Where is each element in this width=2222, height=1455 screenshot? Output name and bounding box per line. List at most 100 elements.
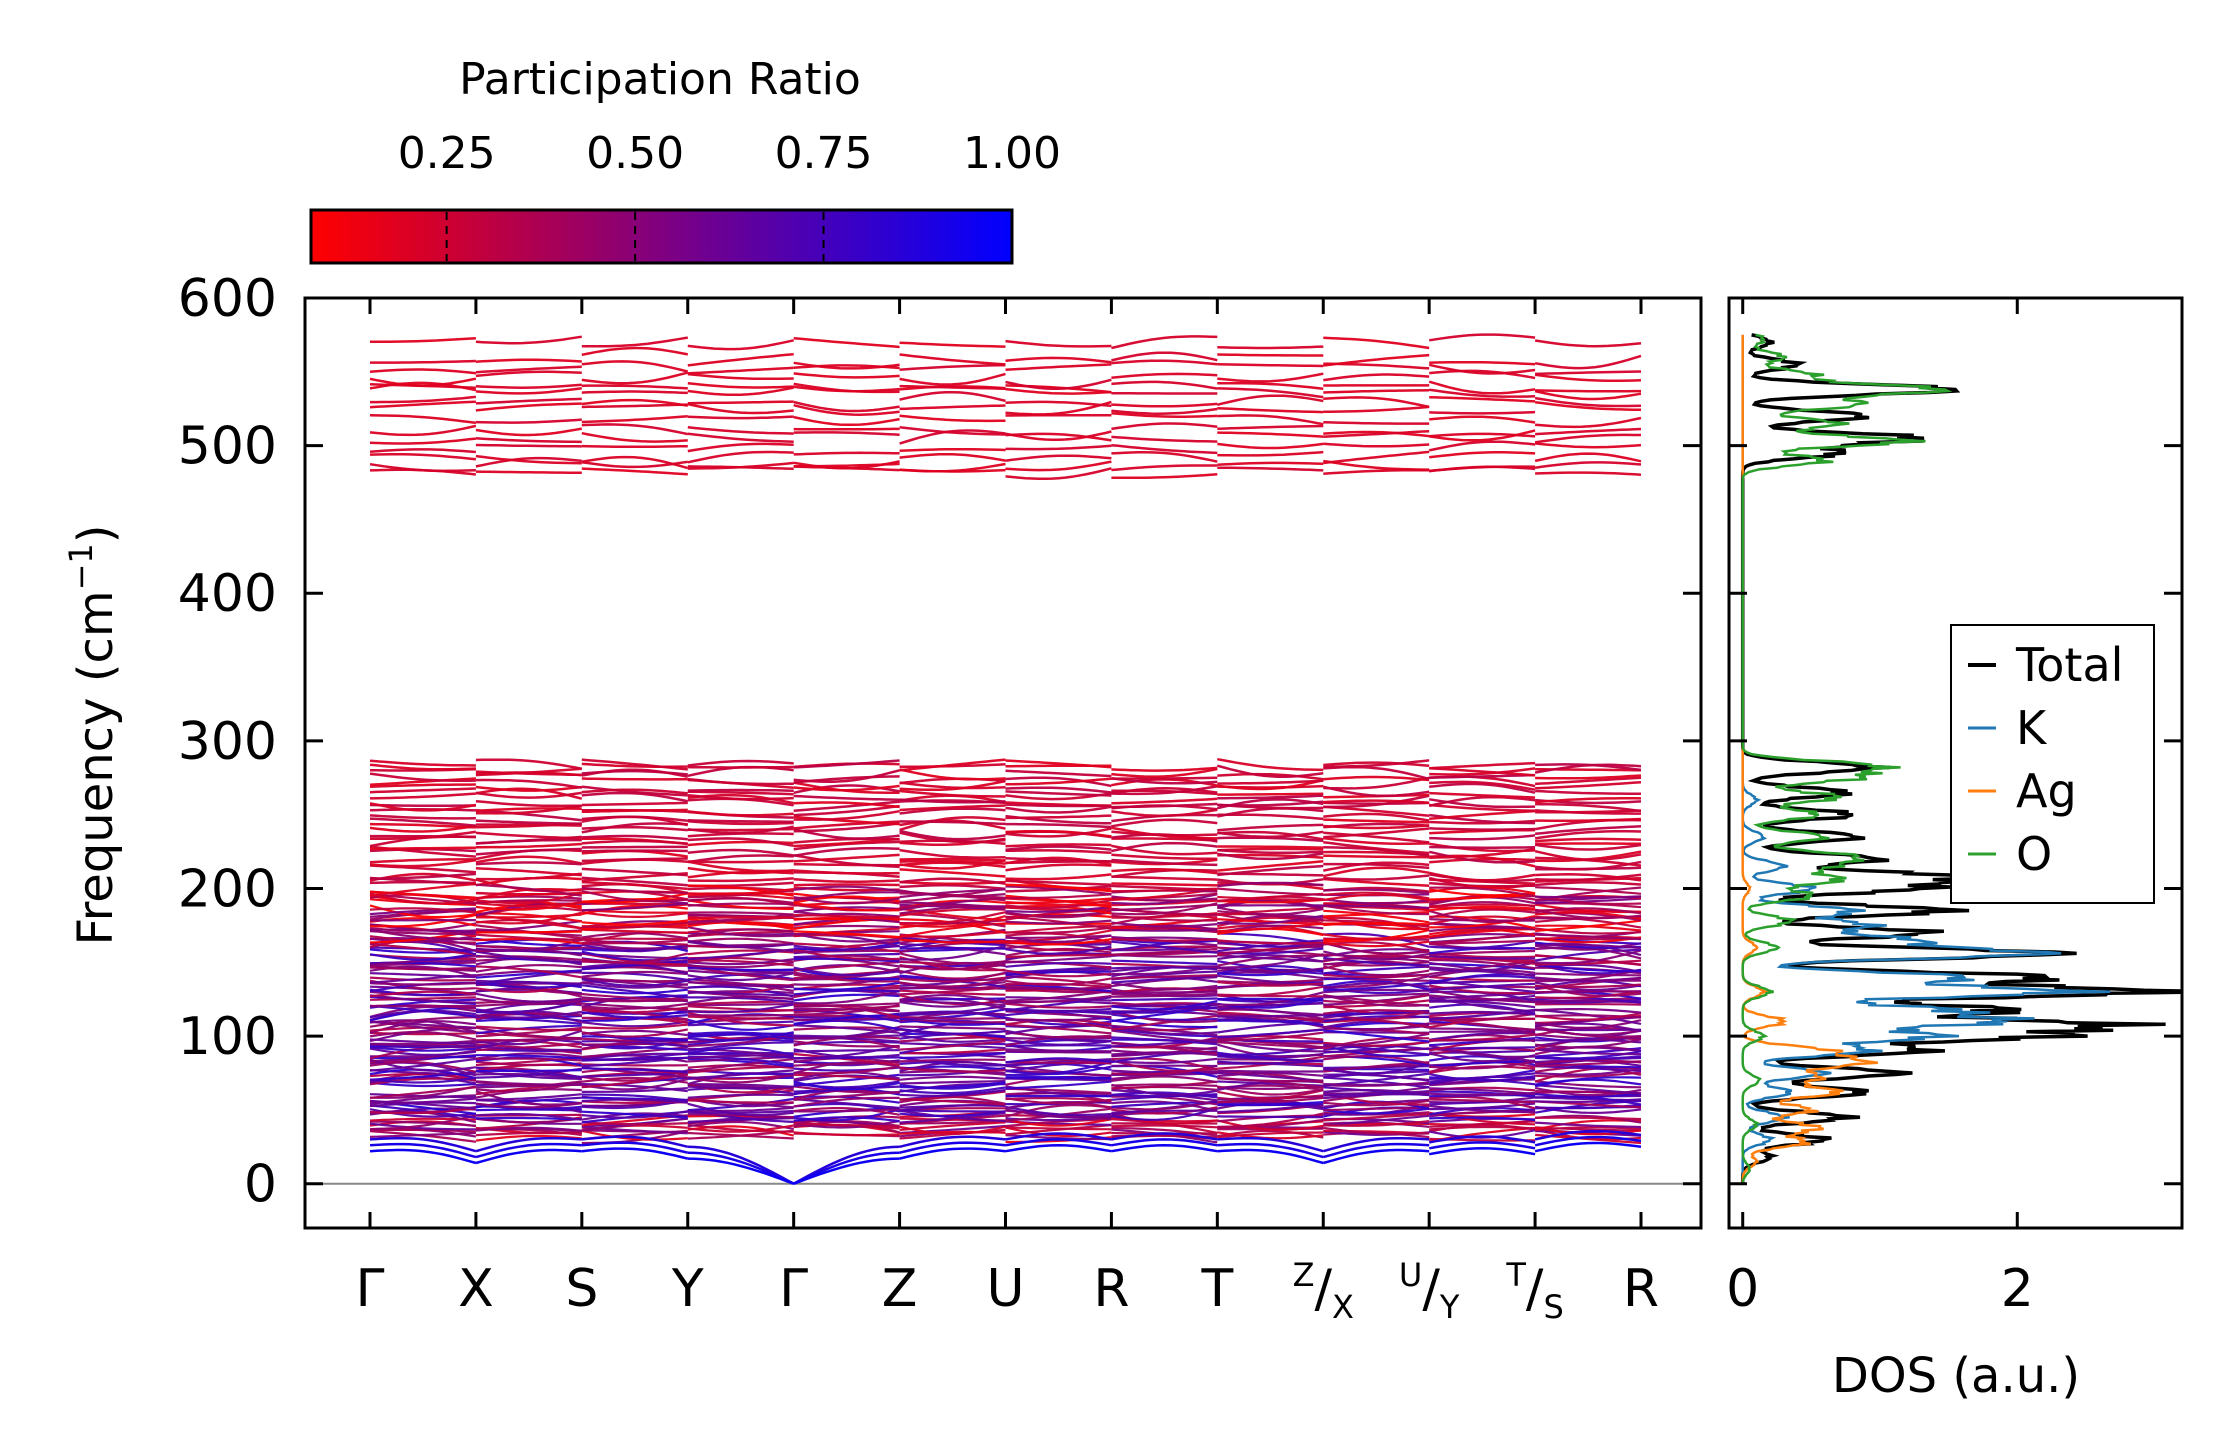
phonon-band — [1217, 1131, 1324, 1139]
phonon-band — [1428, 363, 1536, 375]
phonon-band — [581, 431, 688, 443]
phonon-band — [369, 858, 476, 864]
phonon-band — [1534, 908, 1642, 920]
phonon-band — [475, 938, 583, 952]
phonon-band — [1429, 906, 1536, 911]
phonon-band — [581, 1056, 688, 1068]
phonon-band — [581, 889, 688, 903]
phonon-band — [1428, 440, 1536, 452]
phonon-band — [899, 1052, 1006, 1060]
band-structure-frame — [303, 296, 1703, 1230]
phonon-band — [1217, 406, 1324, 414]
phonon-band — [475, 930, 582, 934]
phonon-band — [369, 922, 477, 932]
phonon-band — [1111, 928, 1218, 932]
phonon-band — [1005, 883, 1112, 893]
phonon-band — [1323, 933, 1430, 941]
phonon-band — [1005, 430, 1112, 442]
y-tick-label: 300 — [178, 712, 277, 772]
phonon-band — [1323, 874, 1430, 881]
phonon-band — [687, 965, 794, 972]
phonon-band — [1535, 809, 1642, 814]
phonon-band — [475, 1038, 582, 1044]
phonon-band — [1323, 373, 1430, 382]
phonon-band — [899, 884, 1006, 891]
phonon-band — [1535, 983, 1642, 989]
phonon-band — [581, 1072, 688, 1078]
phonon-band — [581, 849, 688, 853]
phonon-band — [1005, 897, 1112, 905]
phonon-band — [899, 1040, 1006, 1051]
phonon-band — [1217, 959, 1324, 975]
colorbar-tick-label: 1.00 — [963, 128, 1061, 179]
high-symmetry-label: T/S — [1505, 1256, 1563, 1326]
phonon-band — [1005, 1118, 1112, 1128]
phonon-band — [687, 888, 794, 896]
phonon-band — [1428, 850, 1536, 864]
phonon-band — [1429, 360, 1536, 366]
acoustic-band — [369, 1148, 477, 1165]
phonon-band — [1217, 372, 1324, 383]
dos-panel: 0 2 DOS (a.u.) Total K Ag O — [1726, 296, 2184, 1404]
phonon-band — [1429, 410, 1536, 415]
phonon-band — [1005, 790, 1112, 797]
phonon-band — [1111, 875, 1218, 881]
phonon-band — [1429, 1065, 1536, 1074]
phonon-band — [1217, 1085, 1324, 1096]
phonon-band — [1005, 460, 1112, 472]
phonon-band — [687, 854, 794, 864]
participation-ratio-colorbar: Participation Ratio 0.25 0.50 0.75 1.00 — [309, 54, 1061, 265]
phonon-band — [369, 952, 477, 961]
phonon-band — [475, 842, 582, 849]
phonon-band — [793, 403, 900, 416]
dos-x-axis-label: DOS (a.u.) — [1832, 1348, 2080, 1404]
acoustic-band — [1217, 1136, 1324, 1153]
phonon-band — [1323, 420, 1430, 425]
phonon-band — [793, 837, 900, 848]
phonon-band — [793, 1123, 900, 1128]
phonon-band — [1217, 778, 1324, 791]
phonon-band — [1323, 430, 1430, 438]
phonon-band — [1323, 877, 1430, 887]
phonon-band — [1535, 1083, 1642, 1095]
y-axis-label-text: Frequency (cm — [68, 590, 124, 945]
phonon-band — [1323, 469, 1430, 476]
phonon-band — [1534, 373, 1642, 383]
phonon-band — [581, 992, 688, 1002]
phonon-band — [1429, 961, 1536, 977]
phonon-band — [1323, 898, 1430, 905]
phonon-band — [687, 400, 794, 405]
phonon-band — [1217, 1115, 1324, 1119]
phonon-band — [1111, 380, 1218, 390]
phonon-band — [1429, 1116, 1536, 1122]
phonon-band — [1323, 775, 1430, 782]
phonon-band — [687, 911, 794, 916]
phonon-band — [687, 972, 794, 982]
phonon-band — [1535, 789, 1641, 795]
phonon-band — [793, 784, 900, 792]
phonon-band — [1323, 759, 1430, 768]
phonon-band — [1005, 911, 1112, 919]
phonon-band — [1429, 1060, 1536, 1070]
phonon-band — [899, 1015, 1006, 1020]
phonon-band — [1535, 990, 1641, 994]
phonon-band — [581, 1009, 689, 1022]
phonon-band — [475, 456, 582, 468]
phonon-band — [1111, 422, 1218, 431]
phonon-band — [370, 395, 477, 404]
phonon-band — [1323, 904, 1430, 909]
phonon-band — [1429, 888, 1536, 897]
phonon-band — [1323, 911, 1430, 918]
phonon-band — [475, 1024, 582, 1035]
phonon-band — [1217, 1103, 1324, 1114]
phonon-band — [1111, 921, 1218, 928]
high-symmetry-label-slash: / — [1314, 1259, 1332, 1319]
phonon-band — [1535, 427, 1642, 436]
phonon-band — [475, 799, 582, 808]
dos-curve-o — [1741, 333, 1953, 1184]
phonon-band — [475, 955, 582, 961]
acoustic-band — [687, 1151, 795, 1185]
phonon-band — [899, 363, 1006, 371]
phonon-band — [1323, 1062, 1430, 1075]
phonon-band — [581, 777, 688, 781]
